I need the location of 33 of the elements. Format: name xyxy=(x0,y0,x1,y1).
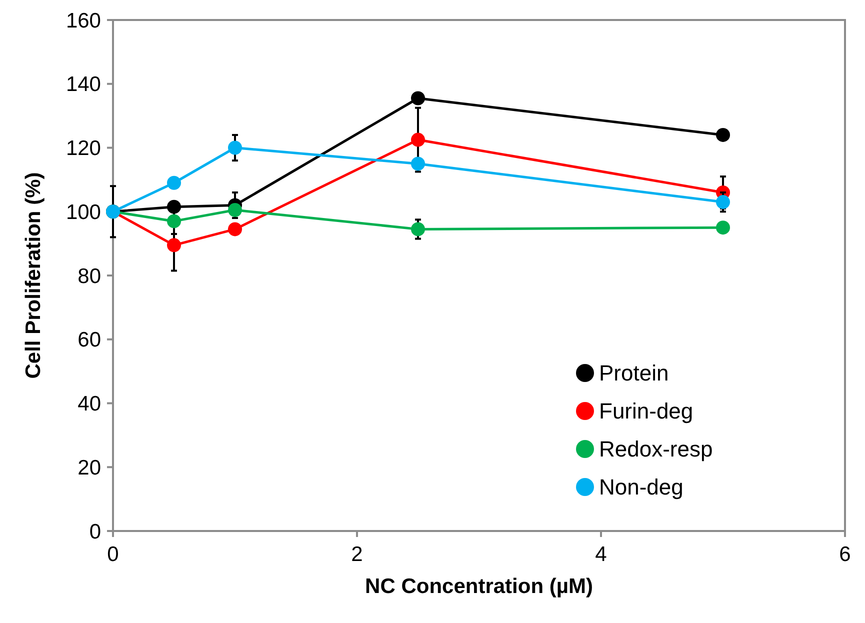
point xyxy=(228,222,242,236)
x-tick-label: 2 xyxy=(351,543,363,566)
y-tick-label: 140 xyxy=(66,73,101,96)
x-axis-title: NC Concentration (µM) xyxy=(365,575,593,598)
x-tick-label: 0 xyxy=(107,543,119,566)
point xyxy=(167,176,181,190)
y-tick-label: 0 xyxy=(89,520,101,544)
y-tick-label: 120 xyxy=(66,137,101,160)
x-tick-label: 4 xyxy=(595,543,608,566)
x-tick-label: 6 xyxy=(839,543,851,566)
y-axis-title: Cell Proliferation (%) xyxy=(22,172,45,379)
point xyxy=(167,200,181,214)
y-tick-label: 80 xyxy=(78,264,101,288)
point xyxy=(411,132,425,147)
point xyxy=(716,220,730,235)
legend-label: Protein xyxy=(599,360,669,386)
legend-label: Non-deg xyxy=(599,474,684,500)
y-tick-label: 20 xyxy=(78,456,101,480)
point xyxy=(411,91,425,106)
legend-label: Redox-resp xyxy=(599,436,713,462)
point xyxy=(167,214,181,228)
y-tick-label: 100 xyxy=(66,200,101,224)
legend-label: Furin-deg xyxy=(599,398,694,424)
y-tick-label: 60 xyxy=(78,328,101,352)
point xyxy=(167,238,181,252)
point xyxy=(228,140,242,155)
point xyxy=(716,128,730,142)
point xyxy=(716,195,730,210)
point xyxy=(228,203,242,218)
point xyxy=(411,156,425,171)
point xyxy=(411,222,425,236)
y-tick-label: 40 xyxy=(78,392,101,416)
y-tick-label: 160 xyxy=(66,9,101,32)
